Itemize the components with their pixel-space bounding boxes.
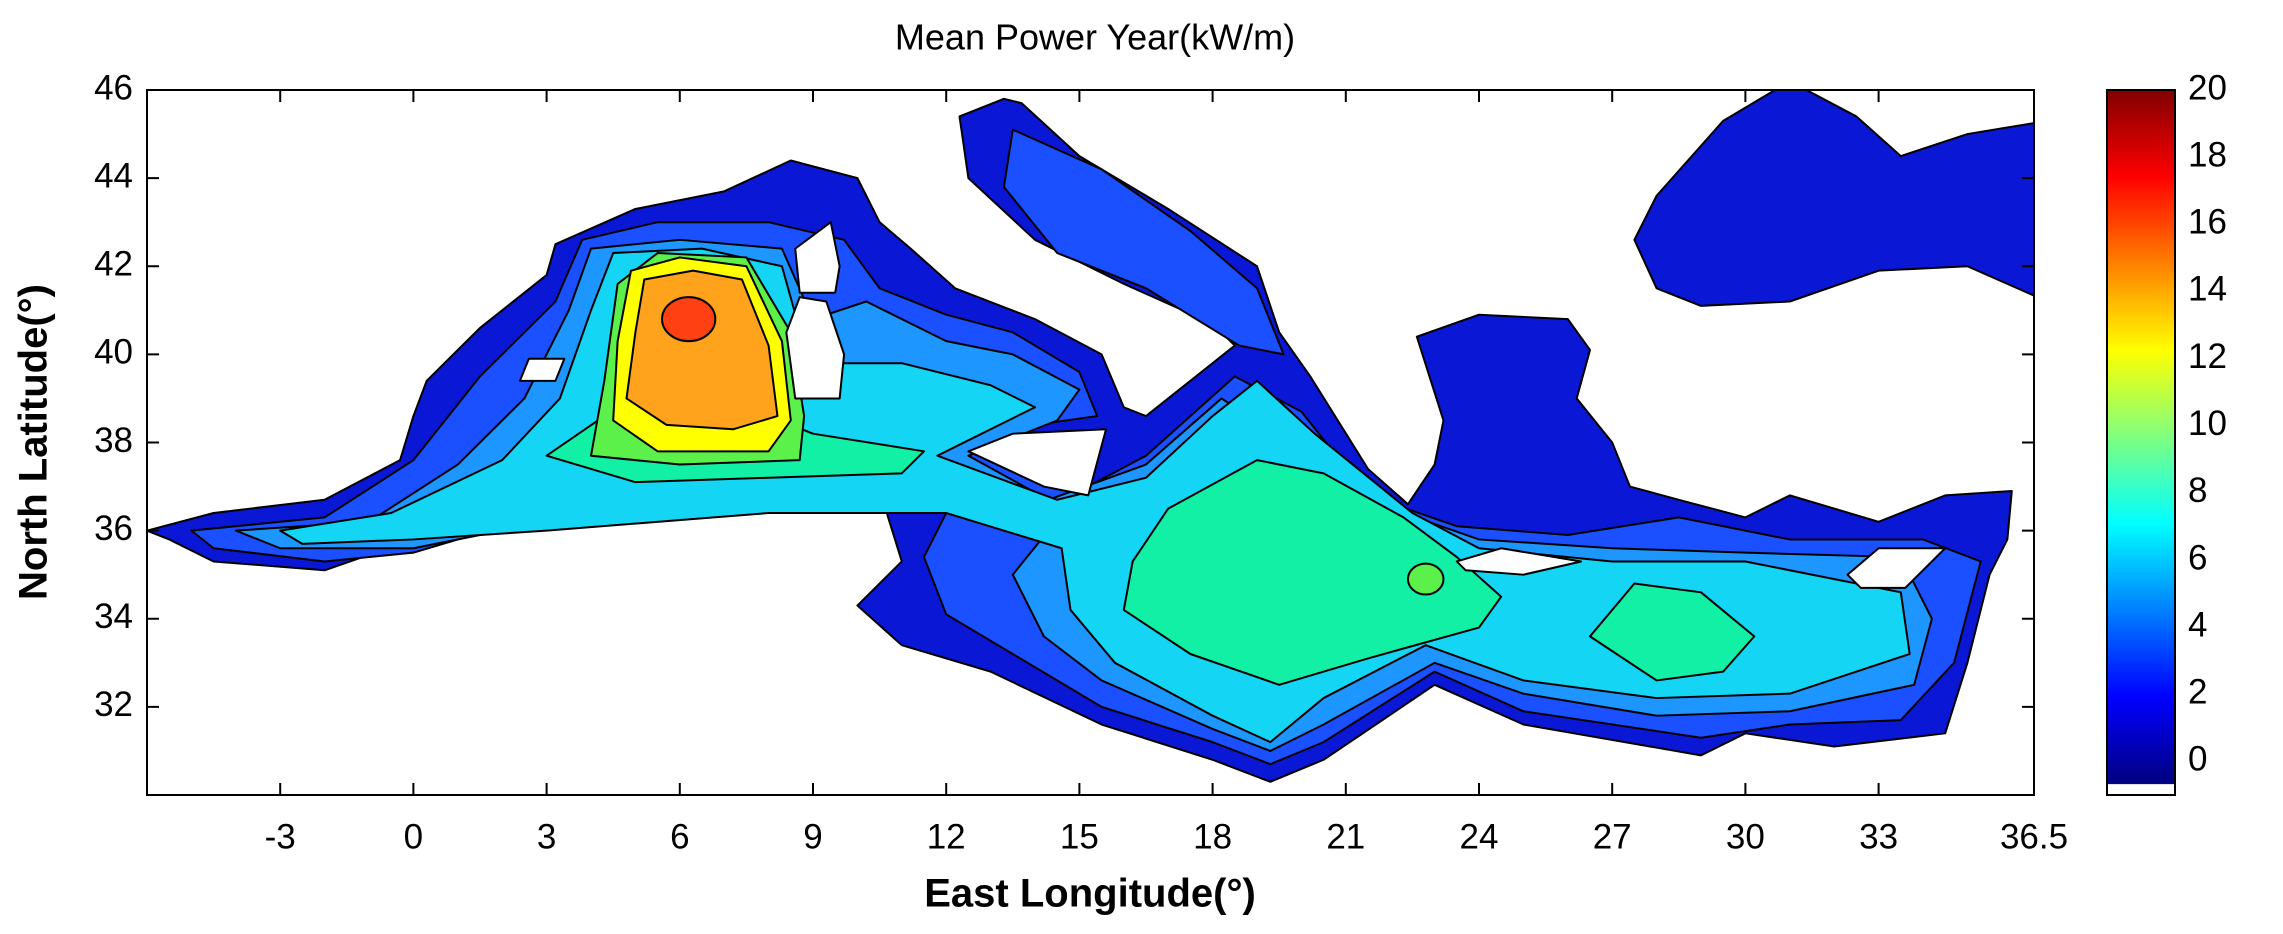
colorbar-tick-label: 16 — [2188, 203, 2227, 242]
x-axis-label: East Longitude(°) — [924, 872, 1256, 916]
y-tick-label: 44 — [94, 156, 133, 195]
island — [786, 297, 844, 398]
colorbar-tick-label: 18 — [2188, 135, 2227, 174]
x-tick-label: 36.5 — [2000, 817, 2068, 856]
colorbar — [2106, 89, 2176, 796]
chart-title: Mean Power Year(kW/m) — [895, 17, 1295, 58]
x-tick-label: 0 — [404, 817, 423, 856]
x-tick-label: 33 — [1859, 817, 1898, 856]
colorbar-tick-label: 0 — [2188, 740, 2207, 779]
contour-level — [1634, 90, 2034, 306]
contour-level — [1004, 130, 1284, 355]
island — [795, 222, 839, 292]
island — [968, 429, 1106, 495]
colorbar-tick-label: 10 — [2188, 404, 2227, 443]
plot-frame — [146, 89, 2035, 796]
y-tick-label: 38 — [94, 421, 133, 460]
colorbar-tick-label: 4 — [2188, 605, 2207, 644]
x-tick-label: 6 — [670, 817, 689, 856]
x-tick-label: 30 — [1726, 817, 1765, 856]
island — [520, 359, 564, 381]
colorbar-tick-label: 20 — [2188, 68, 2227, 107]
x-tick-label: 15 — [1060, 817, 1099, 856]
x-tick-label: 3 — [537, 817, 556, 856]
x-tick-label: 27 — [1593, 817, 1632, 856]
contour-map — [147, 90, 2034, 782]
x-tick-label: 18 — [1193, 817, 1232, 856]
y-tick-label: 32 — [94, 685, 133, 724]
colorbar-tick-label: 8 — [2188, 471, 2207, 510]
y-axis-label: North Latitude(°) — [12, 284, 56, 600]
y-tick-label: 46 — [94, 68, 133, 107]
contour-level — [662, 297, 715, 341]
axes: -3 0 3 6 9 12 15 18 21 24 27 30 33 36.532343638404244… — [94, 68, 2227, 856]
x-tick-label: -3 — [265, 817, 296, 856]
contour-level — [1590, 584, 1754, 681]
contour-level — [1408, 564, 1444, 595]
island — [1848, 548, 1946, 588]
colorbar-tick-label: 12 — [2188, 337, 2227, 376]
x-tick-label: 12 — [927, 817, 966, 856]
y-tick-label: 36 — [94, 509, 133, 548]
colorbar-tick-label: 6 — [2188, 538, 2207, 577]
y-tick-label: 42 — [94, 245, 133, 284]
colorbar-tick-label: 14 — [2188, 270, 2227, 309]
y-tick-label: 34 — [94, 597, 133, 636]
contour-level — [1124, 460, 1501, 685]
x-tick-label: 21 — [1326, 817, 1365, 856]
map-clip — [147, 90, 2034, 782]
x-tick-label: 9 — [803, 817, 822, 856]
island — [1457, 548, 1581, 574]
y-tick-label: 40 — [94, 333, 133, 372]
colorbar-tick-label: 2 — [2188, 673, 2207, 712]
x-tick-label: 24 — [1460, 817, 1499, 856]
